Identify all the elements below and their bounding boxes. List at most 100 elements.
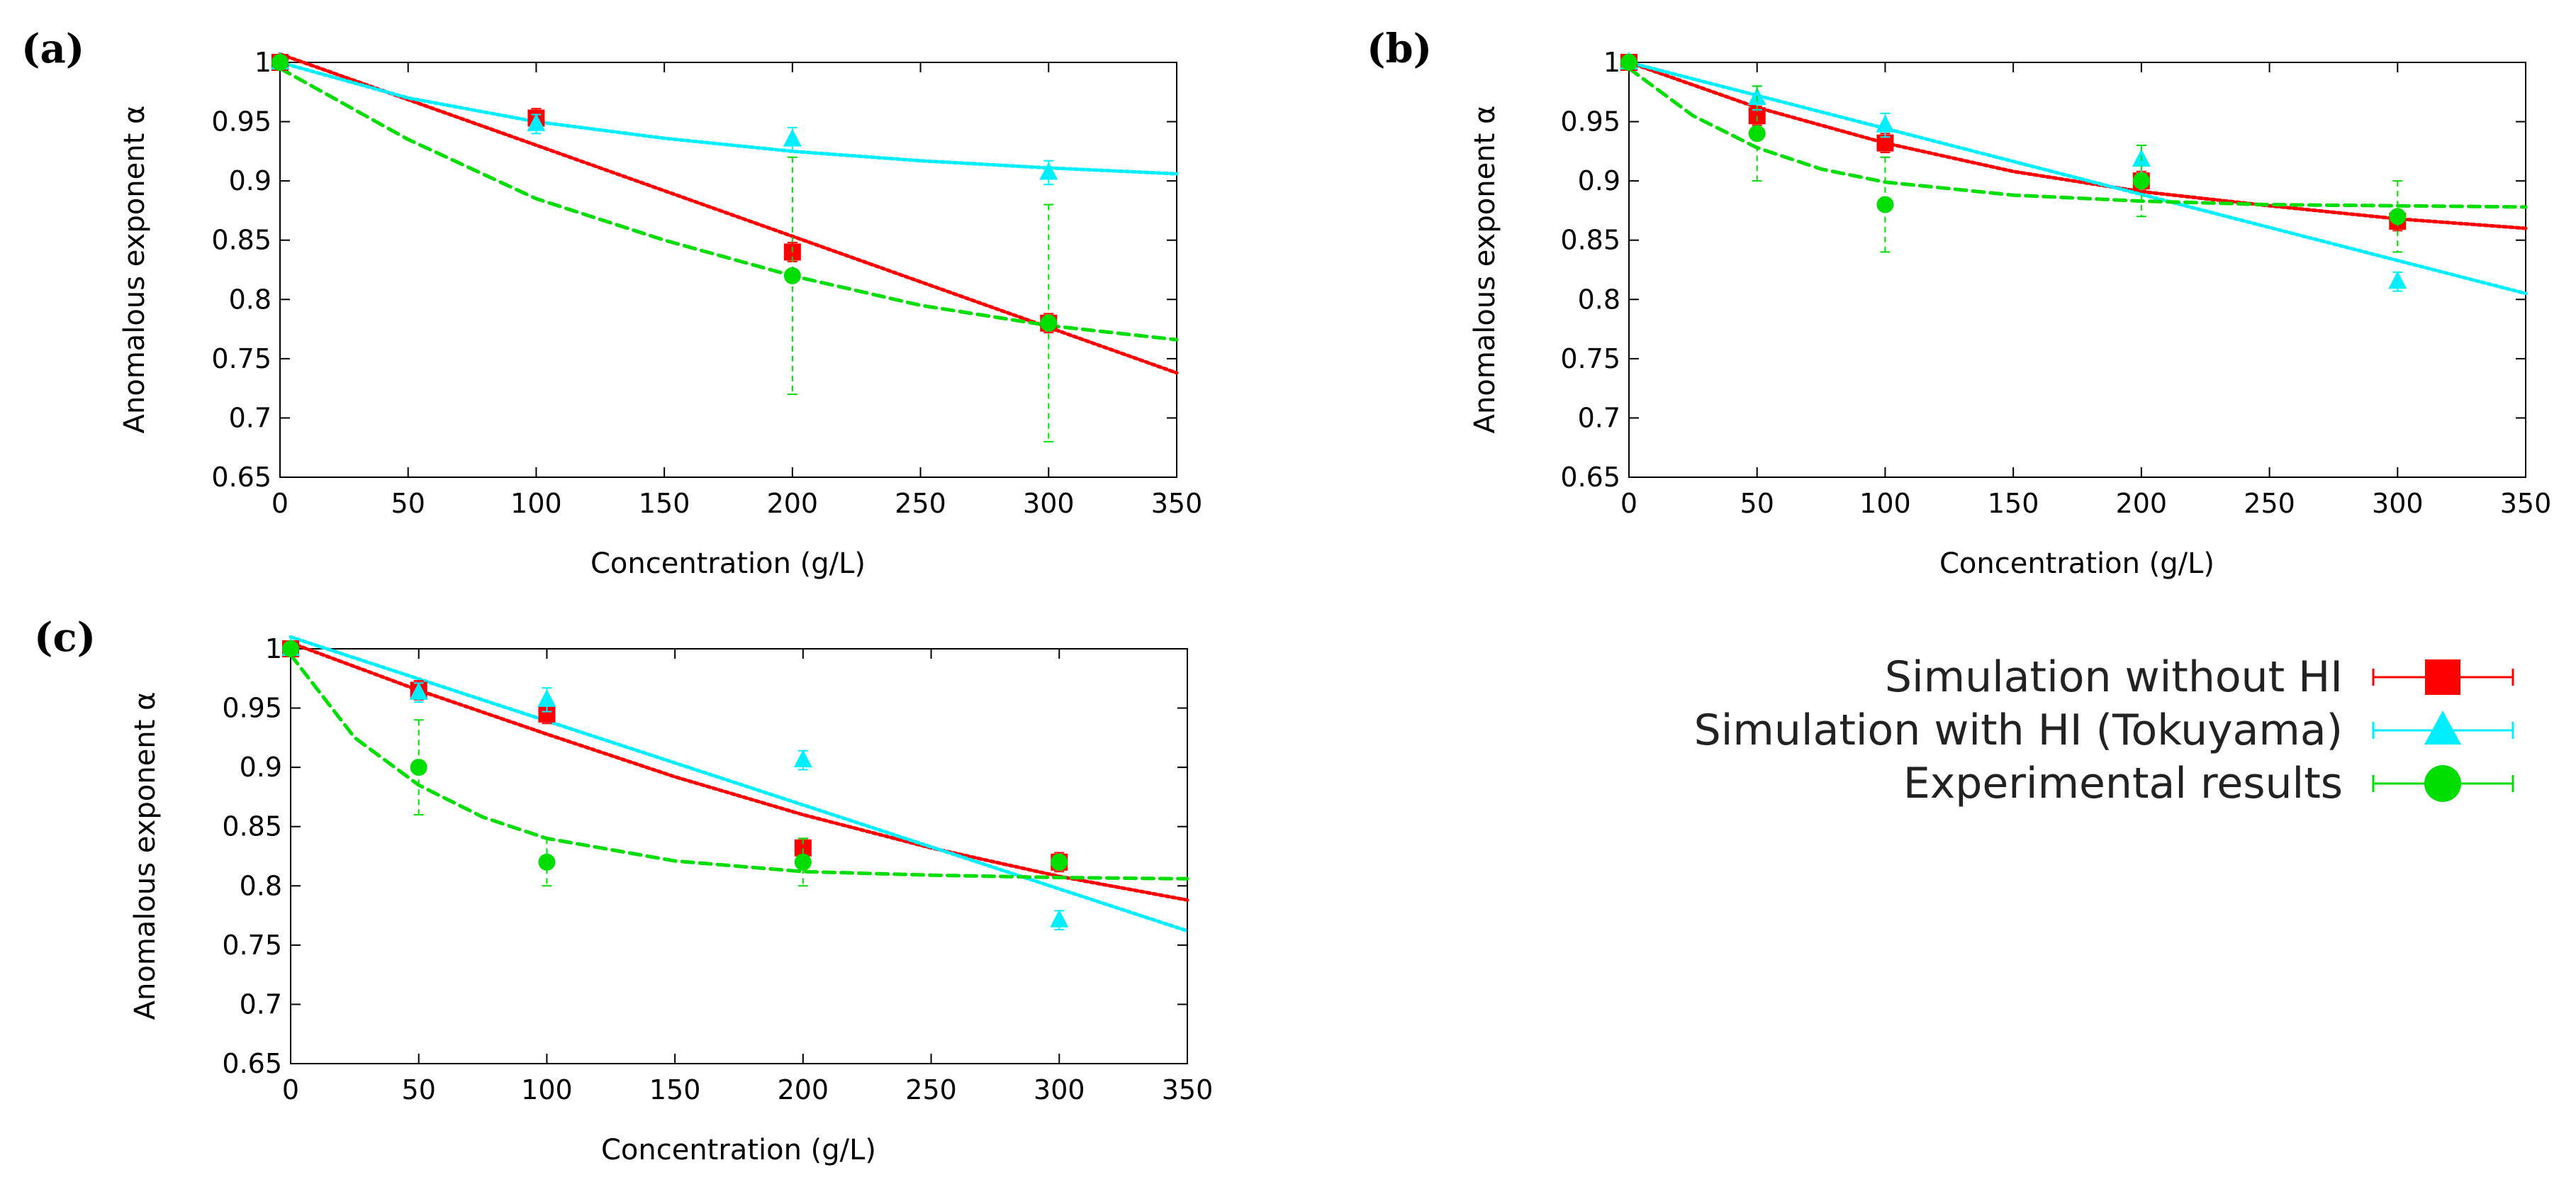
data-marks [271, 52, 1179, 442]
x-tick-label: 0 [282, 1074, 299, 1105]
y-tick-label: 0.65 [211, 462, 271, 493]
y-tick-label: 0.85 [222, 811, 282, 842]
y-tick-label: 0.9 [229, 165, 271, 196]
legend: Simulation without HI Simulation with HI… [1694, 652, 2514, 808]
marker-triangle [1050, 909, 1069, 927]
legend-key-circle [2372, 765, 2514, 802]
y-tick-label: 0.95 [1560, 106, 1620, 138]
fit-line [289, 652, 1189, 881]
x-tick-label: 250 [895, 488, 946, 519]
legend-label: Experimental results [1903, 759, 2343, 808]
marker-circle [538, 853, 556, 871]
x-tick-label: 50 [1740, 488, 1774, 519]
y-tick-label: 0.8 [1578, 284, 1620, 315]
x-tick-label: 50 [391, 488, 425, 519]
y-tick-label: 0.85 [211, 225, 271, 256]
y-tick-label: 1 [1603, 47, 1620, 78]
y-tick-label: 0.7 [229, 402, 271, 433]
legend-entry: Simulation without HI [1885, 652, 2514, 702]
x-axis-label: Concentration (g/L) [590, 547, 866, 580]
fit-line [1627, 66, 2528, 209]
fit-line [289, 635, 1189, 933]
data-marks [281, 635, 1189, 933]
marker-circle [1051, 853, 1068, 871]
x-tick-label: 50 [402, 1074, 436, 1105]
x-tick-label: 350 [1151, 488, 1203, 519]
fit-line [278, 66, 1179, 342]
legend-key-square [2372, 659, 2514, 695]
y-tick-label: 0.7 [240, 988, 282, 1020]
x-tick-label: 200 [2116, 488, 2168, 519]
x-tick-label: 150 [639, 488, 690, 519]
marker-circle [1876, 196, 1894, 213]
legend-marker-square [2425, 659, 2460, 695]
marker-circle [410, 759, 427, 776]
panel-label: (c) [34, 614, 96, 661]
x-tick-label: 150 [1988, 488, 2039, 519]
x-tick-label: 250 [905, 1074, 957, 1105]
marker-circle [783, 267, 801, 284]
y-tick-label: 0.8 [240, 870, 282, 901]
x-axis-label: Concentration (g/L) [1939, 547, 2214, 580]
marker-triangle [537, 689, 556, 707]
y-tick-label: 0.75 [211, 343, 271, 374]
y-axis-label: Anomalous exponent α [1469, 106, 1501, 434]
fit-line [1627, 60, 2528, 230]
y-axis-label: Anomalous exponent α [129, 692, 162, 1020]
marker-triangle [1876, 114, 1895, 133]
legend-label: Simulation without HI [1885, 652, 2343, 702]
panel-a: (a) 0 50 100 150 200 250 300 3500.650.70.750.80… [21, 26, 1202, 580]
marker-circle [282, 640, 299, 657]
legend-key-triangle [2372, 710, 2514, 745]
x-tick-label: 100 [521, 1074, 573, 1105]
x-tick-label: 300 [1034, 1074, 1085, 1105]
y-tick-label: 0.85 [1560, 225, 1620, 256]
x-axis-label: Concentration (g/L) [601, 1134, 876, 1166]
axis-ticks: 0 50 100 150 200 250 300 350 0.65 0.7 0.75 0.8 0.85 0… [222, 633, 1213, 1105]
y-tick-label: 0.65 [1560, 462, 1620, 493]
x-tick-label: 0 [271, 488, 289, 519]
y-tick-label: 0.75 [222, 930, 282, 961]
marker-triangle [2388, 271, 2407, 289]
x-tick-label: 350 [2500, 488, 2552, 519]
fit-line [278, 60, 1179, 176]
x-tick-label: 0 [1620, 488, 1637, 519]
plot-frame [279, 62, 1177, 478]
y-tick-label: 0.7 [1578, 402, 1620, 433]
x-tick-label: 200 [767, 488, 819, 519]
x-tick-label: 150 [649, 1074, 701, 1105]
x-tick-label: 350 [1162, 1074, 1214, 1105]
fit-line [278, 52, 1179, 375]
x-tick-label: 100 [1859, 488, 1911, 519]
panel-label: (a) [21, 26, 84, 72]
marker-circle [1040, 314, 1058, 332]
legend-label: Simulation with HI (Tokuyama) [1694, 706, 2343, 755]
axis-ticks: 0 50 100 150 200 250 300 350 0.65 0.7 0.75 0.8 0.85 0… [211, 47, 1202, 519]
panel-b: (b) 0 50 100 150 200 250 300 350 0.65 0.7 0.75 0.8 0… [1367, 26, 2551, 580]
marker-circle [1620, 54, 1637, 71]
x-tick-label: 300 [1023, 488, 1075, 519]
legend-marker-triangle [2424, 710, 2461, 745]
y-tick-label: 0.65 [222, 1048, 282, 1079]
y-tick-label: 0.95 [211, 106, 271, 138]
panel-label: (b) [1367, 26, 1432, 72]
x-tick-label: 300 [2372, 488, 2424, 519]
marker-circle [1748, 125, 1766, 143]
y-tick-label: 0.9 [240, 752, 282, 783]
marker-triangle [1039, 162, 1058, 180]
y-tick-label: 1 [254, 47, 271, 78]
x-tick-label: 250 [2244, 488, 2295, 519]
fit-line [289, 641, 1189, 902]
marker-triangle [527, 113, 546, 131]
marker-circle [2389, 208, 2407, 225]
x-tick-label: 200 [778, 1074, 829, 1105]
plot-frame [1628, 62, 2526, 478]
marker-circle [794, 853, 812, 871]
marker-circle [2132, 172, 2150, 190]
panel-c: (c) 0 50 100 150 200 250 300 3500.650.70.750.80… [34, 614, 1213, 1166]
y-tick-label: 0.75 [1560, 343, 1620, 374]
fit-line [1627, 60, 2528, 296]
y-tick-label: 0.9 [1578, 165, 1620, 196]
plot-frame [290, 648, 1188, 1064]
